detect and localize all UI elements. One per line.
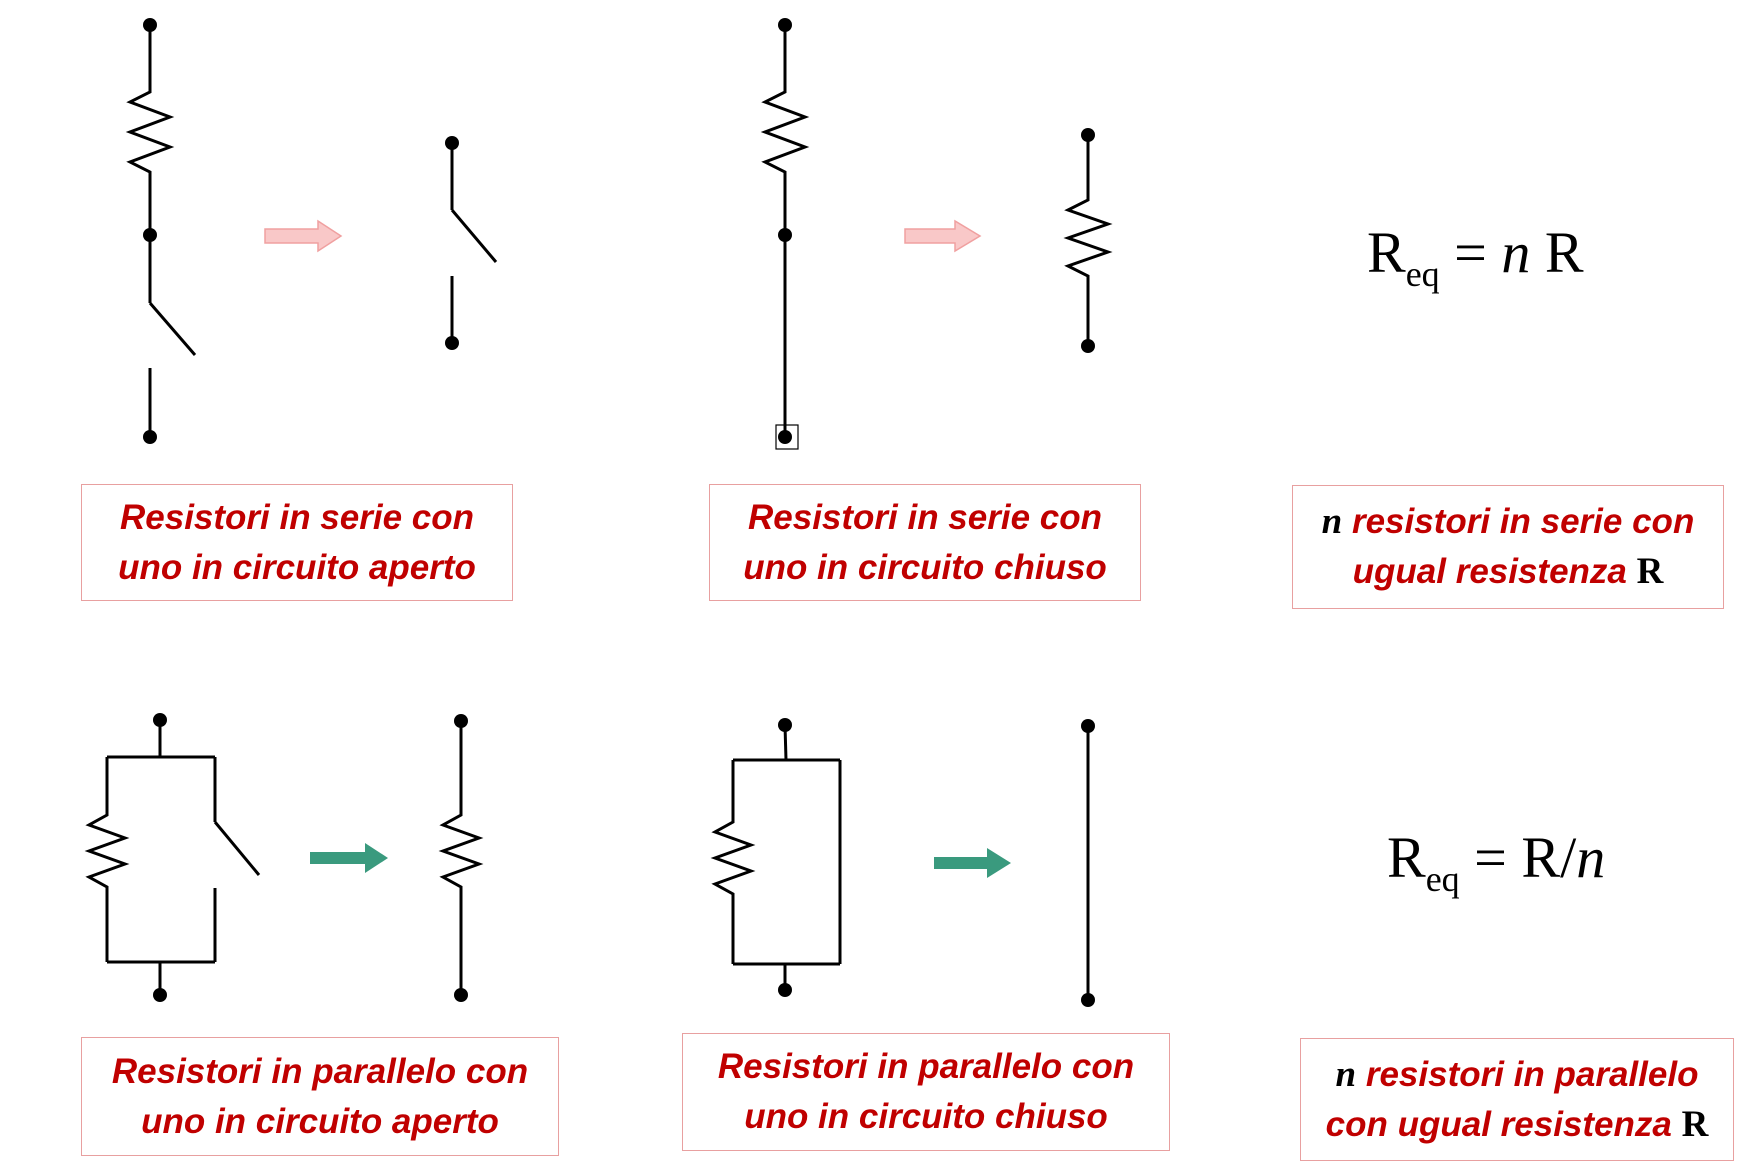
series-open-equivalent xyxy=(450,143,498,343)
resistor-icon xyxy=(125,25,175,303)
caption-series-open: Resistori in serie con uno in circuito a… xyxy=(81,484,513,601)
resistor-icon xyxy=(710,760,756,964)
terminal-dot xyxy=(778,718,792,732)
terminal-dot xyxy=(778,228,792,242)
terminal-dot xyxy=(454,988,468,1002)
arrow-right-icon xyxy=(264,219,343,253)
series-open-circuit xyxy=(125,25,197,437)
terminal-dot xyxy=(153,988,167,1002)
series-closed-circuit xyxy=(760,25,810,450)
caption-text: con ugual resistenza xyxy=(1325,1104,1682,1144)
caption-line: n resistori in serie con xyxy=(1322,497,1695,547)
resistor-icon xyxy=(438,721,484,995)
selection-box xyxy=(775,424,799,450)
terminal-dot xyxy=(454,714,468,728)
formula-series: Req = n R xyxy=(1367,219,1584,295)
terminals xyxy=(143,18,1095,1007)
formula-subscript: eq xyxy=(1405,254,1440,294)
terminal-dot xyxy=(143,18,157,32)
caption-line: uno in circuito chiuso xyxy=(744,1097,1108,1136)
terminal-dot xyxy=(1081,128,1095,142)
terminal-dot xyxy=(143,228,157,242)
formula-symbol: R xyxy=(1530,220,1584,285)
resistor-icon xyxy=(1063,135,1113,346)
caption-text: resistori in parallelo xyxy=(1356,1054,1699,1094)
caption-line: Resistori in parallelo con xyxy=(717,1047,1135,1086)
caption-line: Resistori in serie con xyxy=(747,497,1103,537)
formula-operator: = xyxy=(1439,220,1502,285)
open-switch-icon xyxy=(148,302,197,356)
terminal-dot xyxy=(778,430,792,444)
caption-series-closed: Resistori in serie con uno in circuito c… xyxy=(709,484,1141,601)
caption-parallel-open: Resistori in parallelo con uno in circui… xyxy=(81,1037,559,1156)
caption-line: Resistori in serie con xyxy=(119,497,475,537)
caption-text: resistori in serie con xyxy=(1342,502,1695,541)
resistor-icon xyxy=(84,757,130,962)
parallel-closed-circuit xyxy=(710,724,842,990)
arrow-right-icon xyxy=(310,843,388,873)
series-closed-equivalent xyxy=(1063,135,1113,346)
caption-parallel-closed: Resistori in parallelo con uno in circui… xyxy=(682,1033,1170,1151)
formula-operator: = R/ xyxy=(1459,825,1577,890)
parallel-open-equivalent xyxy=(438,721,484,995)
terminal-dot xyxy=(778,18,792,32)
formula-symbol: R xyxy=(1367,220,1406,285)
caption-line: ugual resistenza R xyxy=(1353,547,1664,597)
caption-line: Resistori in parallelo con xyxy=(111,1051,529,1091)
terminal-dot xyxy=(153,713,167,727)
caption-parallel-n: n resistori in parallelo con ugual resis… xyxy=(1300,1038,1734,1161)
formula-n: n xyxy=(1576,825,1606,890)
caption-line: uno in circuito aperto xyxy=(118,547,476,587)
arrow-right-icon xyxy=(904,219,982,253)
arrow-right-icon xyxy=(934,848,1011,878)
terminal-dot xyxy=(445,336,459,350)
caption-text: ugual resistenza xyxy=(1352,552,1637,591)
formula-symbol: R xyxy=(1387,825,1426,890)
caption-line: con ugual resistenza R xyxy=(1326,1100,1709,1150)
terminal-dot xyxy=(1081,993,1095,1007)
formula-parallel: Req = R/n xyxy=(1387,824,1605,900)
terminal-dot xyxy=(1081,339,1095,353)
terminal-dot xyxy=(445,136,459,150)
terminal-dot xyxy=(778,983,792,997)
n-symbol: n xyxy=(1321,501,1343,542)
caption-line: uno in circuito chiuso xyxy=(743,547,1107,587)
n-symbol: n xyxy=(1335,1053,1357,1095)
formula-n: n xyxy=(1501,220,1531,285)
terminal-dot xyxy=(143,430,157,444)
r-symbol: R xyxy=(1681,1103,1709,1145)
formula-subscript: eq xyxy=(1425,859,1460,899)
caption-line: n resistori in parallelo xyxy=(1336,1050,1699,1100)
terminal-dot xyxy=(1081,719,1095,733)
r-symbol: R xyxy=(1636,551,1664,592)
caption-series-n: n resistori in serie con ugual resistenz… xyxy=(1292,485,1724,609)
resistor-icon xyxy=(760,25,810,437)
parallel-open-circuit xyxy=(84,720,261,995)
caption-line: uno in circuito aperto xyxy=(141,1101,499,1141)
